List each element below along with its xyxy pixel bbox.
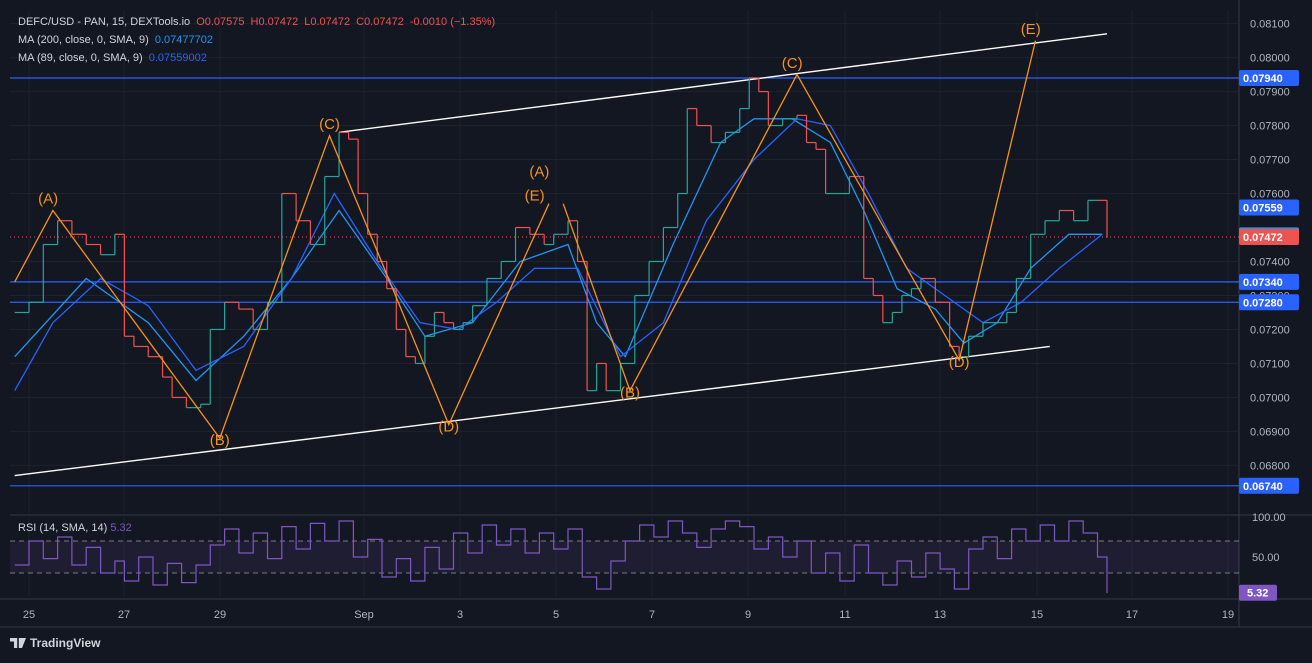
ma2-value: 0.07559002 xyxy=(148,52,207,64)
ma1-value: 0.07477702 xyxy=(154,34,213,46)
price-axis-label-bg xyxy=(1239,199,1299,216)
wave-label: (B) xyxy=(620,384,640,401)
x-tick-label: 27 xyxy=(118,609,130,621)
price-axis-label-bg xyxy=(1239,69,1299,86)
wave-label: (D) xyxy=(949,354,970,371)
wave-label: (B) xyxy=(210,432,230,449)
rsi-tick-label: 50.00 xyxy=(1252,552,1280,564)
x-tick-label: 7 xyxy=(649,609,655,621)
y-tick-label: 0.06900 xyxy=(1250,426,1290,438)
x-tick-label: 9 xyxy=(745,609,751,621)
moving-average-line xyxy=(14,118,1103,391)
y-tick-label: 0.07800 xyxy=(1250,121,1290,133)
change-value: -0.0010 (−1.35%) xyxy=(409,16,496,28)
price-axis-label: 0.07472 xyxy=(1243,232,1283,244)
x-tick-label: 13 xyxy=(934,609,946,621)
price-axis-label-bg xyxy=(1239,477,1299,494)
rsi-tick-label: 100.00 xyxy=(1252,512,1286,524)
x-tick-label: 19 xyxy=(1222,609,1234,621)
x-tick-label: 25 xyxy=(23,609,35,621)
x-tick-label: 15 xyxy=(1031,609,1043,621)
wave-line xyxy=(14,133,550,440)
channel-line xyxy=(14,345,1050,477)
x-tick-label: 29 xyxy=(214,609,226,621)
high-value: H0.07472 xyxy=(250,16,299,28)
y-tick-label: 0.06800 xyxy=(1250,460,1290,472)
rsi-value: 5.32 xyxy=(110,522,132,534)
moving-average-line xyxy=(14,118,1103,382)
y-tick-label: 0.07400 xyxy=(1250,257,1290,269)
symbol-name: DEFC/USD - PAN, 15, DEXTools.io xyxy=(18,16,191,28)
wave-label: (E) xyxy=(1021,21,1041,38)
x-tick-label: 17 xyxy=(1126,609,1138,621)
y-tick-label: 0.07600 xyxy=(1250,189,1290,201)
rsi-label: RSI (14, SMA, 14) xyxy=(18,522,108,534)
price-axis-label: 0.07940 xyxy=(1243,73,1283,85)
channel-line xyxy=(338,33,1108,134)
x-tick-label: 11 xyxy=(839,609,850,621)
symbol-legend: DEFC/USD - PAN, 15, DEXTools.io O0.07575 H… xyxy=(18,16,501,28)
rsi-value-label: 5.32 xyxy=(1247,588,1268,600)
y-tick-label: 0.08100 xyxy=(1250,19,1290,31)
price-axis-label-bg xyxy=(1239,273,1299,290)
x-tick-label: 3 xyxy=(457,609,463,621)
tv-logo-icon xyxy=(10,638,26,648)
wave-label: (E) xyxy=(525,187,545,204)
x-tick-label: 5 xyxy=(553,609,559,621)
ma2-legend[interactable]: MA (89, close, 0, SMA, 9) 0.07559002 xyxy=(18,52,213,64)
y-tick-label: 0.07000 xyxy=(1250,392,1290,404)
wave-label: (A) xyxy=(529,164,549,181)
wave-line xyxy=(562,40,1037,393)
y-tick-label: 0.07700 xyxy=(1250,155,1290,167)
ma2-label: MA (89, close, 0, SMA, 9) xyxy=(18,52,143,64)
price-axis-label: 0.07559 xyxy=(1243,202,1283,214)
y-tick-label: 0.07100 xyxy=(1250,358,1290,370)
ma1-label: MA (200, close, 0, SMA, 9) xyxy=(18,34,149,46)
rsi-line xyxy=(14,520,1108,593)
ma1-legend[interactable]: MA (200, close, 0, SMA, 9) 0.07477702 xyxy=(18,34,219,46)
y-tick-label: 0.07900 xyxy=(1250,87,1290,99)
open-value: O0.07575 xyxy=(196,16,245,28)
wave-label: (C) xyxy=(782,55,803,72)
y-tick-label: 0.07200 xyxy=(1250,324,1290,336)
low-value: L0.07472 xyxy=(304,16,351,28)
rsi-legend[interactable]: RSI (14, SMA, 14) 5.32 xyxy=(18,522,132,534)
price-axis-label: 0.06740 xyxy=(1243,481,1283,493)
price-axis-label: 0.07280 xyxy=(1243,297,1283,309)
x-tick-label: Sep xyxy=(354,609,374,621)
wave-label: (C) xyxy=(319,116,340,133)
close-value: C0.07472 xyxy=(356,16,404,28)
price-axis-label-bg xyxy=(1239,229,1299,246)
rsi-band xyxy=(10,541,1239,573)
y-tick-label: 0.08000 xyxy=(1250,53,1290,65)
wave-label: (A) xyxy=(38,191,58,208)
tradingview-logo[interactable]: TradingView xyxy=(10,636,100,650)
brand-name: TradingView xyxy=(30,636,101,650)
price-axis-label-bg xyxy=(1239,294,1299,311)
price-axis-label: 0.07340 xyxy=(1243,277,1283,289)
wave-label: (D) xyxy=(438,418,459,435)
rsi-value-label-bg xyxy=(1239,584,1277,601)
